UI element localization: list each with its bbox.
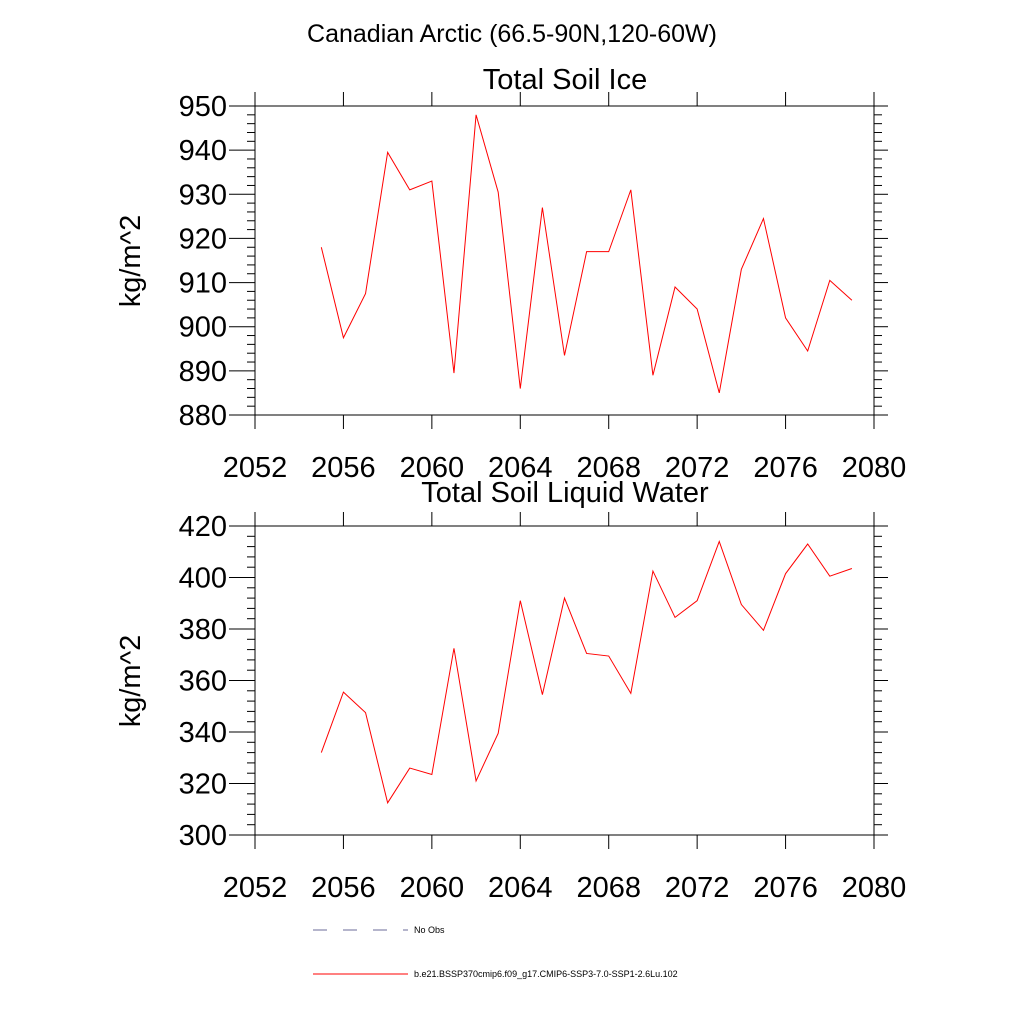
x-tick-label: 2072 bbox=[665, 872, 730, 904]
y-tick-label: 900 bbox=[179, 312, 227, 344]
x-tick-label: 2064 bbox=[488, 452, 553, 484]
x-tick-label: 2076 bbox=[753, 452, 818, 484]
y-tick-label: 320 bbox=[179, 769, 227, 801]
y-tick-label: 950 bbox=[179, 91, 227, 123]
x-tick-label: 2052 bbox=[223, 872, 288, 904]
x-tick-label: 2080 bbox=[842, 452, 907, 484]
y-tick-label: 400 bbox=[179, 563, 227, 595]
y-axis-label: kg/m^2 bbox=[115, 635, 147, 728]
x-tick-label: 2064 bbox=[488, 872, 553, 904]
y-tick-label: 420 bbox=[179, 511, 227, 543]
y-tick-label: 930 bbox=[179, 179, 227, 211]
y-tick-label: 890 bbox=[179, 356, 227, 388]
panel-soil-ice: Total Soil Ice kg/m^2 2052 2056 2060 2064 20… bbox=[115, 64, 906, 484]
panel-title: Total Soil Ice bbox=[483, 64, 647, 96]
x-tick-label: 2076 bbox=[753, 872, 818, 904]
y-tick-label: 340 bbox=[179, 717, 227, 749]
y-tick-label: 300 bbox=[179, 820, 227, 852]
x-tick-label: 2068 bbox=[576, 452, 641, 484]
y-tick-label: 940 bbox=[179, 135, 227, 167]
panel-soil-liquid-water: Total Soil Liquid Water kg/m^2 2052 2056 2… bbox=[115, 477, 906, 904]
y-tick-label: 380 bbox=[179, 614, 227, 646]
y-axis-label: kg/m^2 bbox=[115, 215, 147, 308]
legend-obs-label: No Obs bbox=[414, 925, 445, 935]
y-tick-label: 920 bbox=[179, 223, 227, 255]
x-tick-label: 2056 bbox=[311, 872, 376, 904]
x-tick-label: 2052 bbox=[223, 452, 288, 484]
y-tick-label: 910 bbox=[179, 268, 227, 300]
panel-title: Total Soil Liquid Water bbox=[421, 477, 709, 509]
x-tick-label: 2080 bbox=[842, 872, 907, 904]
y-tick-label: 880 bbox=[179, 400, 227, 432]
series-line bbox=[320, 539, 853, 805]
x-tick-label: 2060 bbox=[400, 452, 465, 484]
plot-frame bbox=[254, 105, 875, 416]
plot-frame bbox=[254, 525, 875, 836]
y-tick-label: 360 bbox=[179, 666, 227, 698]
series-line bbox=[320, 114, 853, 394]
figure-title: Canadian Arctic (66.5-90N,120-60W) bbox=[307, 20, 717, 48]
legend: No Obs b.e21.BSSP370cmip6.f09_g17.CMIP6-… bbox=[313, 925, 678, 979]
legend-series-label: b.e21.BSSP370cmip6.f09_g17.CMIP6-SSP3-7.… bbox=[414, 969, 678, 979]
x-tick-label: 2060 bbox=[400, 872, 465, 904]
x-tick-label: 2068 bbox=[576, 872, 641, 904]
x-tick-label: 2056 bbox=[311, 452, 376, 484]
x-tick-label: 2072 bbox=[665, 452, 730, 484]
